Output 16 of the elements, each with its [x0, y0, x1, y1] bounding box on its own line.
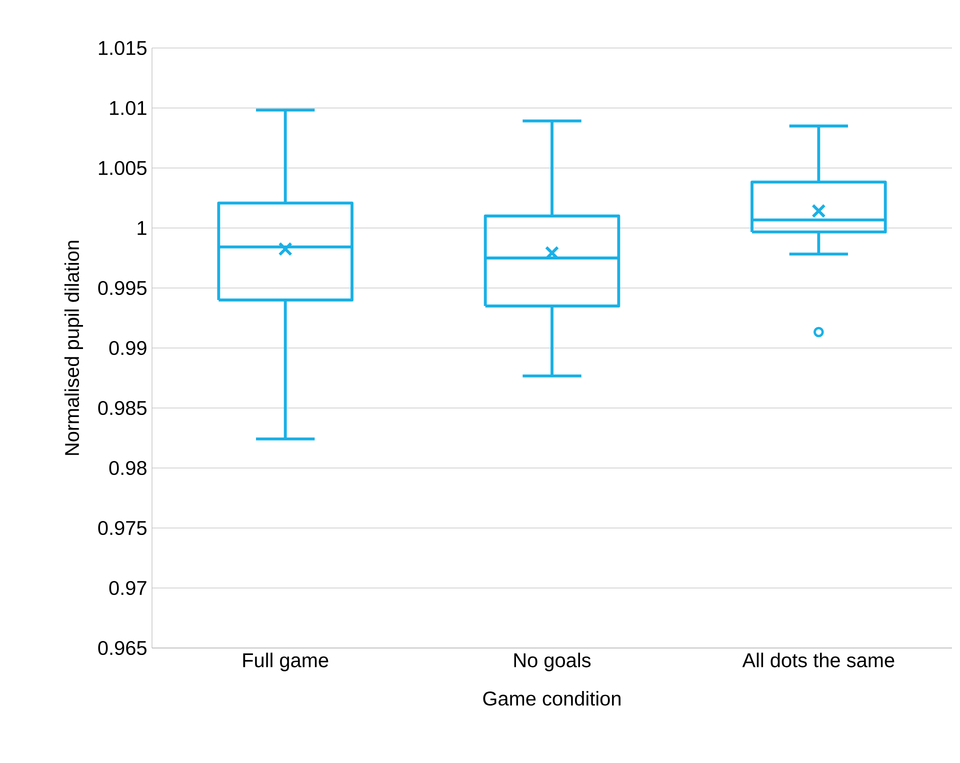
y-tick-label: 1.01 — [110, 100, 146, 116]
y-tick-label: 0.98 — [109, 460, 146, 476]
x-tick-label: No goals — [514, 652, 591, 672]
y-tick-label: 1.015 — [98, 40, 146, 56]
y-tick-label: 0.985 — [98, 400, 146, 416]
x-tick-label: All dots the same — [742, 652, 894, 668]
y-tick-label: 1.005 — [98, 160, 146, 176]
y-tick-label: 1 — [138, 221, 146, 235]
y-axis-title: Normalised pupil dilation — [64, 240, 83, 455]
y-tick-label: 0.965 — [98, 640, 146, 656]
y-tick-label: 0.97 — [109, 580, 146, 596]
y-tick-label: 0.995 — [98, 280, 146, 296]
y-tick-label: 0.99 — [109, 340, 146, 356]
x-axis-title: Game condition — [483, 691, 620, 706]
x-tick-label: Full game — [243, 652, 328, 672]
y-tick-label: 0.975 — [98, 520, 146, 536]
